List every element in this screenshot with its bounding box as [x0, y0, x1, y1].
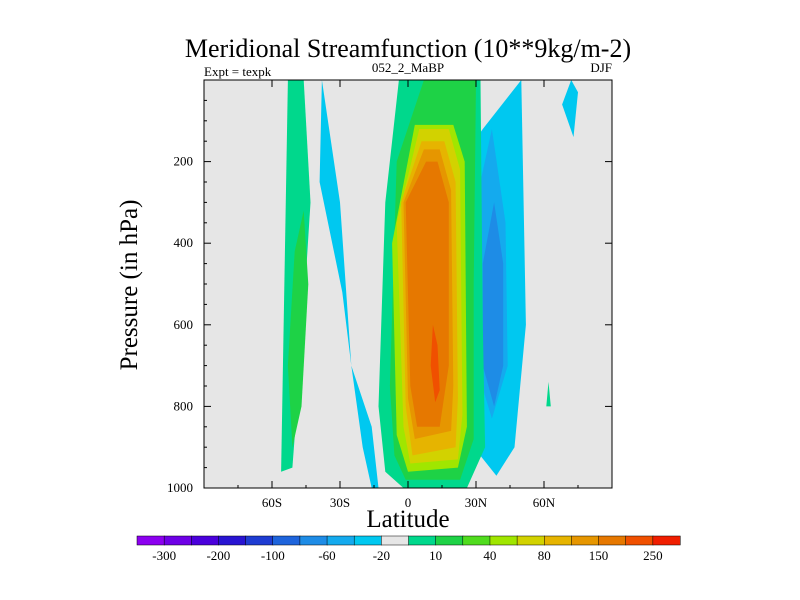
colorbar-label: 80 [538, 548, 551, 563]
y-tick-label: 1000 [167, 480, 193, 495]
x-tick-label: 30N [465, 495, 488, 510]
colorbar-swatch [218, 535, 247, 546]
colorbar: -300 -200 -100 -60 -20 10 40 80 150 250 [136, 535, 681, 563]
x-tick-label: 60S [262, 495, 282, 510]
y-tick-label: 800 [174, 398, 194, 413]
colorbar-swatch [245, 535, 274, 546]
y-tick-label: 600 [174, 317, 194, 332]
colorbar-swatch [652, 535, 681, 546]
colorbar-swatch [191, 535, 220, 546]
y-tick-label: 200 [174, 154, 194, 169]
y-axis-label: Pressure (in hPa) [116, 200, 143, 371]
colorbar-swatch [163, 535, 192, 546]
colorbar-swatch [598, 535, 627, 546]
contour-region-6 [562, 80, 578, 138]
colorbar-swatch [299, 535, 328, 546]
contour-region-15 [430, 324, 440, 403]
chart-title: Meridional Streamfunction (10**9kg/m-2) [185, 34, 631, 63]
colorbar-swatch [516, 535, 545, 546]
colorbar-label: -100 [261, 548, 285, 563]
colorbar-label: -300 [152, 548, 176, 563]
colorbar-swatch [326, 535, 355, 546]
contour-region-1 [287, 210, 309, 448]
colorbar-label: 250 [643, 548, 663, 563]
subtitle-center: 052_2_MaBP [372, 60, 444, 75]
colorbar-label: 10 [429, 548, 442, 563]
colorbar-label: -20 [373, 548, 390, 563]
contour-region-14 [405, 161, 449, 427]
x-axis-label: Latitude [366, 506, 449, 533]
colorbar-swatch [489, 535, 518, 546]
x-tick-label: 60N [533, 495, 556, 510]
colorbar-swatch [272, 535, 301, 546]
contour-fills [281, 80, 578, 488]
subtitle-right: DJF [590, 60, 612, 75]
colorbar-swatch [625, 535, 654, 546]
colorbar-swatch [462, 535, 491, 546]
colorbar-swatch [136, 535, 165, 546]
contour-region-5 [482, 202, 504, 407]
contour-region-7 [546, 381, 551, 407]
colorbar-label: -60 [318, 548, 335, 563]
contour-region-2 [319, 80, 379, 488]
colorbar-label: -200 [206, 548, 230, 563]
colorbar-swatch [544, 535, 572, 546]
x-tick-label: 0 [405, 495, 412, 510]
colorbar-swatch [408, 535, 437, 546]
axis-ticks: 60S 30S 0 30N 60N 200 400 600 800 1000 [167, 80, 612, 510]
colorbar-swatch [435, 535, 464, 546]
colorbar-label: 150 [589, 548, 609, 563]
colorbar-swatch [353, 535, 382, 546]
colorbar-swatch [381, 535, 410, 546]
plot-area: 60S 30S 0 30N 60N 200 400 600 800 1000 [167, 79, 613, 510]
subtitle-left: Expt = texpk [204, 64, 272, 79]
colorbar-label: 40 [483, 548, 496, 563]
y-tick-label: 400 [174, 235, 194, 250]
colorbar-swatch [571, 535, 600, 546]
x-tick-label: 30S [330, 495, 350, 510]
